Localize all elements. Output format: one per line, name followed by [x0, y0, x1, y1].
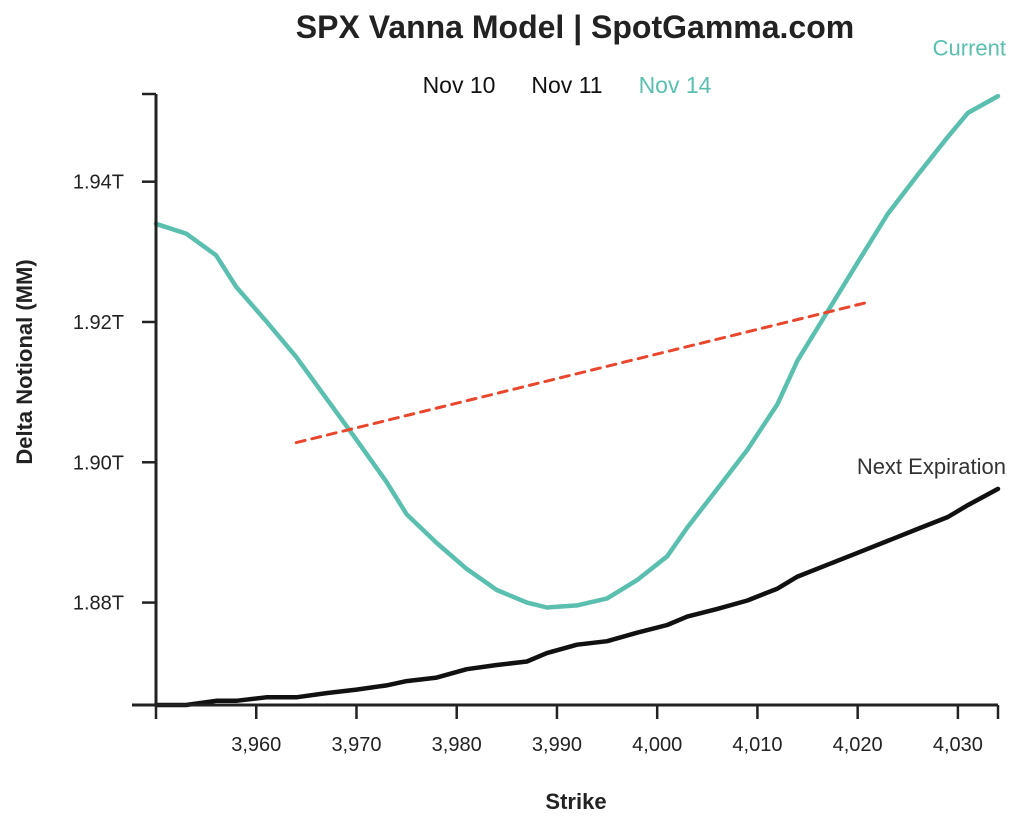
- x-tick-label: 4,000: [632, 734, 682, 756]
- data-point: [545, 605, 549, 610]
- data-point: [465, 567, 469, 571]
- x-axis-title: Strike: [545, 789, 606, 814]
- data-point: [685, 615, 689, 619]
- x-tick-label: 3,960: [231, 734, 281, 756]
- data-point: [946, 515, 950, 519]
- data-point: [234, 285, 238, 289]
- data-point: [384, 480, 389, 484]
- data-point: [294, 355, 298, 359]
- series-line-0: [153, 93, 1001, 610]
- data-point: [575, 643, 579, 647]
- data-point: [495, 588, 499, 592]
- data-point: [635, 578, 639, 582]
- y-axis-title: Delta Notional (MM): [12, 259, 37, 464]
- data-point: [916, 527, 920, 531]
- data-point: [575, 603, 579, 608]
- data-point: [996, 487, 1000, 491]
- data-point: [405, 679, 409, 683]
- data-point: [856, 260, 860, 264]
- data-point: [745, 598, 750, 603]
- x-ticks: 3,960 3,970 3,980 3,990 4,000 4,010 4,020 4,030: [154, 705, 1000, 756]
- data-point: [324, 396, 328, 400]
- series-line-1: [153, 486, 1001, 708]
- annotation-layer: Current Next Expiration: [857, 35, 1006, 479]
- legend-item[interactable]: Nov 14: [639, 72, 712, 98]
- data-point: [665, 554, 669, 558]
- data-point: [234, 699, 238, 703]
- x-tick-label: 3,980: [432, 734, 482, 756]
- legend-item[interactable]: Nov 10: [423, 72, 496, 98]
- data-point: [324, 691, 328, 695]
- data-point: [795, 575, 800, 579]
- data-point: [775, 402, 780, 406]
- data-point: [525, 659, 529, 664]
- series-line-2: [294, 300, 870, 445]
- data-point: [996, 94, 1000, 98]
- data-point: [435, 541, 439, 545]
- annotation-label: Next Expiration: [857, 454, 1006, 479]
- data-point: [946, 135, 950, 139]
- data-point: [405, 512, 409, 516]
- x-tick-label: 4,010: [732, 734, 782, 756]
- x-tick-label: 4,020: [833, 734, 883, 756]
- data-point: [685, 525, 689, 530]
- data-point: [264, 695, 268, 699]
- data-point: [886, 212, 890, 216]
- legend: Nov 10 Nov 11 Nov 14: [423, 72, 712, 98]
- y-tick-label: 1.88T: [73, 593, 124, 615]
- data-point: [605, 596, 609, 601]
- y-tick-label: 1.94T: [73, 172, 124, 194]
- data-point: [886, 539, 890, 543]
- y-tick-label: 1.92T: [73, 312, 124, 334]
- data-point: [856, 551, 860, 555]
- data-point: [214, 253, 218, 257]
- data-point: [354, 438, 359, 442]
- x-tick-label: 4,030: [933, 734, 983, 756]
- data-point: [966, 111, 970, 115]
- x-tick-label: 3,970: [331, 734, 381, 756]
- data-point: [745, 448, 750, 452]
- data-point: [795, 359, 800, 363]
- data-point: [294, 695, 298, 699]
- y-tick-label: 1.90T: [73, 452, 124, 474]
- y-ticks: 1.88T 1.90T 1.92T 1.94T: [73, 92, 156, 615]
- data-point: [495, 663, 499, 667]
- data-point: [435, 676, 439, 680]
- data-point: [214, 699, 218, 703]
- data-point: [354, 688, 359, 692]
- annotation-label: Current: [933, 35, 1006, 60]
- data-point: [715, 487, 719, 491]
- data-point: [465, 667, 469, 671]
- data-point: [384, 683, 389, 688]
- data-point: [966, 503, 970, 507]
- data-point: [605, 639, 609, 643]
- data-point: [665, 623, 669, 627]
- data-point: [715, 607, 719, 611]
- data-point: [525, 601, 529, 605]
- data-point: [635, 631, 639, 635]
- data-point: [775, 587, 780, 591]
- x-tick-label: 3,990: [532, 734, 582, 756]
- data-point: [826, 563, 830, 567]
- data-point: [545, 651, 549, 655]
- chart-title: SPX Vanna Model | SpotGamma.com: [296, 9, 854, 45]
- data-point: [916, 173, 920, 177]
- legend-item[interactable]: Nov 11: [531, 72, 602, 98]
- data-point: [264, 319, 268, 323]
- series-layer: [153, 93, 1001, 708]
- data-point: [184, 232, 188, 236]
